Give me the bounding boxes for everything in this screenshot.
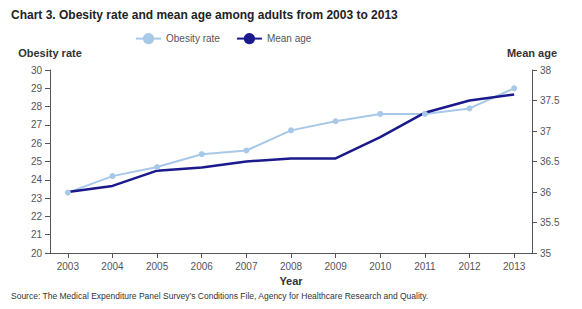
svg-text:30: 30: [31, 65, 43, 76]
svg-text:24: 24: [31, 174, 43, 185]
svg-text:2011: 2011: [414, 261, 436, 272]
svg-text:37: 37: [540, 126, 552, 137]
svg-text:20: 20: [31, 248, 43, 259]
svg-text:Chart 3. Obesity rate and mean: Chart 3. Obesity rate and mean age among…: [11, 8, 398, 22]
svg-text:35.5: 35.5: [540, 217, 560, 228]
svg-text:2012: 2012: [458, 261, 481, 272]
svg-text:2005: 2005: [146, 261, 169, 272]
svg-text:2007: 2007: [235, 261, 258, 272]
svg-text:36: 36: [540, 187, 552, 198]
svg-text:Mean age: Mean age: [507, 47, 557, 59]
svg-text:Obesity rate: Obesity rate: [166, 33, 220, 44]
svg-text:Mean age: Mean age: [267, 33, 312, 44]
svg-text:2003: 2003: [57, 261, 80, 272]
svg-text:2008: 2008: [280, 261, 303, 272]
svg-text:37.5: 37.5: [540, 95, 560, 106]
svg-text:36.5: 36.5: [540, 156, 560, 167]
svg-text:Source: The Medical Expenditur: Source: The Medical Expenditure Panel Su…: [11, 291, 428, 301]
svg-text:26: 26: [31, 138, 43, 149]
svg-text:38: 38: [540, 65, 552, 76]
svg-text:2009: 2009: [325, 261, 348, 272]
svg-text:2013: 2013: [503, 261, 526, 272]
svg-text:Year: Year: [279, 275, 303, 287]
svg-text:35: 35: [540, 248, 552, 259]
svg-text:2006: 2006: [191, 261, 214, 272]
svg-text:25: 25: [31, 156, 43, 167]
svg-text:2004: 2004: [101, 261, 124, 272]
svg-text:22: 22: [31, 211, 43, 222]
svg-text:23: 23: [31, 193, 43, 204]
svg-text:29: 29: [31, 83, 43, 94]
svg-text:28: 28: [31, 101, 43, 112]
svg-text:21: 21: [31, 229, 43, 240]
svg-text:2010: 2010: [369, 261, 392, 272]
svg-text:Obesity rate: Obesity rate: [18, 47, 82, 59]
svg-text:27: 27: [31, 119, 43, 130]
